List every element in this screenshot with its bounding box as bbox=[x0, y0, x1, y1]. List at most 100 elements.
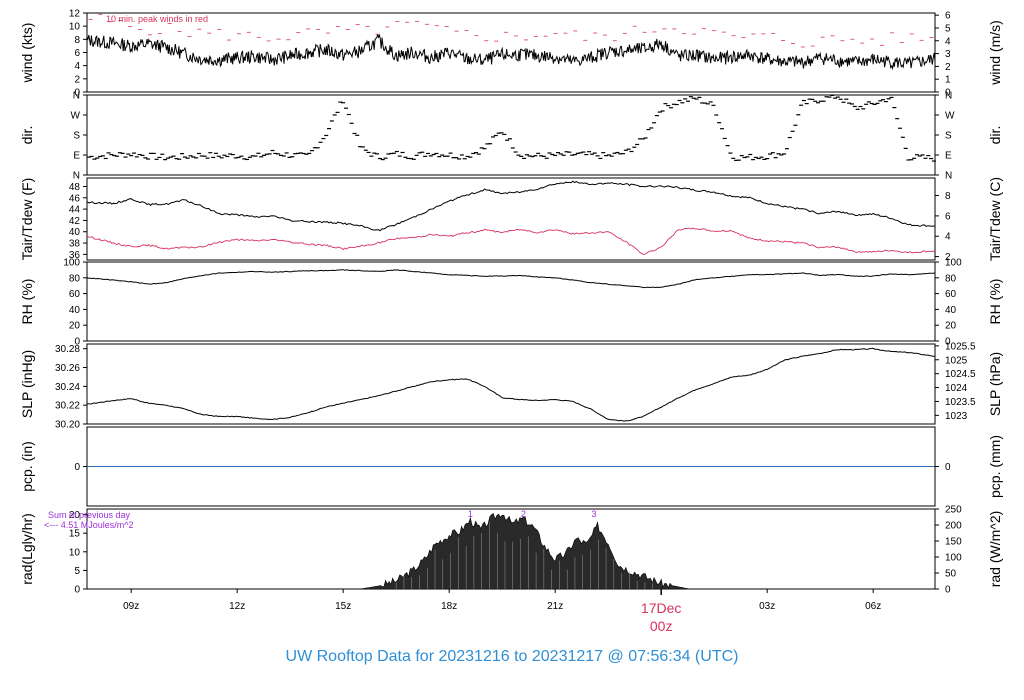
ytick-label-right-rh: 100 bbox=[945, 258, 962, 269]
ylabel-right-wind: wind (m/s) bbox=[987, 20, 1003, 86]
ytick-label-left-wind: 8 bbox=[74, 35, 80, 46]
ytick-label-right-slp: 1023.5 bbox=[945, 397, 976, 408]
date-marker-date: 17Dec bbox=[641, 600, 681, 616]
ytick-label-right-wind: 1 bbox=[945, 75, 951, 86]
ytick-label-left-rh: 0 bbox=[74, 337, 80, 348]
panel-frame-rh bbox=[86, 261, 936, 342]
ytick-label-right-wind: 2 bbox=[945, 62, 951, 73]
ytick-label-right-temp: 8 bbox=[945, 191, 951, 202]
ylabel-left-rh: RH (%) bbox=[19, 279, 35, 325]
ylabel-left-temp: Tair/Tdew (F) bbox=[19, 178, 35, 260]
dew_point-line bbox=[86, 227, 936, 255]
ytick-label-right-dir: E bbox=[945, 151, 952, 162]
ytick-label-right-slp: 1024 bbox=[945, 383, 968, 394]
ytick-label-left-wind: 4 bbox=[74, 61, 80, 72]
xtick-label: 18z bbox=[441, 601, 457, 612]
ytick-label-right-temp: 4 bbox=[945, 232, 951, 243]
radiation-note-line1: Sum of previous day bbox=[48, 510, 131, 520]
xtick-label: 21z bbox=[547, 601, 563, 612]
ytick-label-left-rad: 10 bbox=[69, 547, 81, 558]
ylabel-right-temp: Tair/Tdew (C) bbox=[987, 177, 1003, 261]
ytick-label-left-rh: 40 bbox=[69, 305, 81, 316]
date-marker-time: 00z bbox=[650, 618, 673, 634]
radiation-note-line2: <--- 4.51 MJoules/m^2 bbox=[44, 520, 134, 530]
ytick-label-right-wind: 5 bbox=[945, 23, 951, 34]
radiation-marker: 2 bbox=[521, 509, 526, 519]
ytick-label-left-rad: 20 bbox=[69, 510, 81, 521]
ytick-label-right-rh: 20 bbox=[945, 321, 957, 332]
solar-radiation-area bbox=[360, 513, 690, 590]
ytick-label-right-rad: 150 bbox=[945, 537, 962, 548]
ylabel-left-wind: wind (kts) bbox=[19, 23, 35, 84]
ytick-label-left-temp: 36 bbox=[69, 250, 81, 261]
ytick-label-left-dir: E bbox=[73, 151, 80, 162]
ytick-label-left-rh: 20 bbox=[69, 321, 81, 332]
air_temp-line bbox=[86, 180, 936, 232]
panel-frame-slp bbox=[86, 343, 936, 425]
ylabel-left-dir: dir. bbox=[19, 126, 35, 145]
ytick-label-right-rh: 0 bbox=[945, 337, 951, 348]
xtick-label: 03z bbox=[759, 601, 775, 612]
ytick-label-right-rh: 80 bbox=[945, 273, 957, 284]
ytick-label-right-rh: 60 bbox=[945, 289, 957, 300]
ytick-label-left-wind: 6 bbox=[74, 48, 80, 59]
xtick-label: 06z bbox=[865, 601, 881, 612]
xtick-label: 09z bbox=[123, 601, 139, 612]
ytick-label-left-temp: 38 bbox=[69, 239, 81, 250]
ytick-label-right-rad: 200 bbox=[945, 521, 962, 532]
radiation-marker: 3 bbox=[592, 509, 597, 519]
ytick-label-left-slp: 30.22 bbox=[55, 401, 80, 412]
ytick-label-left-temp: 44 bbox=[69, 205, 81, 216]
ytick-label-left-temp: 48 bbox=[69, 182, 81, 193]
ytick-label-right-slp: 1024.5 bbox=[945, 369, 976, 380]
xtick-label: 12z bbox=[229, 601, 245, 612]
ytick-label-right-dir: S bbox=[945, 131, 952, 142]
ytick-label-right-dir: N bbox=[945, 171, 952, 182]
ytick-label-right-rh: 40 bbox=[945, 305, 957, 316]
ytick-label-left-wind: 2 bbox=[74, 74, 80, 85]
ytick-label-left-slp: 30.24 bbox=[55, 382, 80, 393]
ytick-label-left-dir: N bbox=[73, 171, 80, 182]
ytick-label-right-rad: 250 bbox=[945, 505, 962, 516]
ytick-label-left-dir: S bbox=[73, 131, 80, 142]
ylabel-left-rad: rad(Lgly/hr) bbox=[19, 513, 35, 585]
ytick-label-left-slp: 30.20 bbox=[55, 420, 80, 431]
mean-line bbox=[86, 33, 936, 71]
relative_humidity-line bbox=[86, 269, 936, 289]
ytick-label-left-dir: W bbox=[71, 111, 81, 122]
panel-frame-temp bbox=[86, 177, 936, 261]
ytick-label-left-temp: 42 bbox=[69, 216, 81, 227]
radiation-marker: 1 bbox=[468, 509, 473, 519]
panel-frame-wind bbox=[86, 12, 936, 93]
wind-annotation: 10 min. peak winds in red bbox=[106, 14, 208, 24]
ytick-label-left-rh: 100 bbox=[63, 258, 80, 269]
ytick-label-left-temp: 46 bbox=[69, 193, 81, 204]
ytick-label-left-rad: 0 bbox=[74, 585, 80, 596]
ytick-label-right-wind: 6 bbox=[945, 11, 951, 22]
ytick-label-right-temp: 6 bbox=[945, 211, 951, 222]
ytick-label-left-slp: 30.26 bbox=[55, 363, 80, 374]
ytick-label-left-rad: 5 bbox=[74, 566, 80, 577]
xtick-label: 15z bbox=[335, 601, 351, 612]
ylabel-right-dir: dir. bbox=[987, 126, 1003, 145]
ytick-label-right-slp: 1025 bbox=[945, 355, 968, 366]
ytick-label-left-dir: N bbox=[73, 91, 80, 102]
ylabel-right-rh: RH (%) bbox=[987, 279, 1003, 325]
ytick-label-right-slp: 1023 bbox=[945, 411, 968, 422]
ylabel-right-slp: SLP (hPa) bbox=[987, 352, 1003, 416]
ytick-label-right-wind: 0 bbox=[945, 88, 951, 99]
ytick-label-left-rh: 80 bbox=[69, 273, 81, 284]
ytick-label-right-rad: 100 bbox=[945, 553, 962, 564]
sea_level_pressure-line bbox=[86, 347, 936, 422]
ytick-label-right-dir: N bbox=[945, 91, 952, 102]
ylabel-right-rad: rad (W/m^2) bbox=[987, 511, 1003, 588]
ytick-label-right-dir: W bbox=[945, 111, 955, 122]
ytick-label-left-pcp: 0 bbox=[74, 462, 80, 473]
ytick-label-left-rh: 60 bbox=[69, 289, 81, 300]
ylabel-left-pcp: pcp. (in) bbox=[19, 441, 35, 492]
ytick-label-left-slp: 30.28 bbox=[55, 344, 80, 355]
ytick-label-left-rad: 15 bbox=[69, 529, 81, 540]
ytick-label-right-wind: 3 bbox=[945, 49, 951, 60]
ytick-label-right-slp: 1025.5 bbox=[945, 341, 976, 352]
